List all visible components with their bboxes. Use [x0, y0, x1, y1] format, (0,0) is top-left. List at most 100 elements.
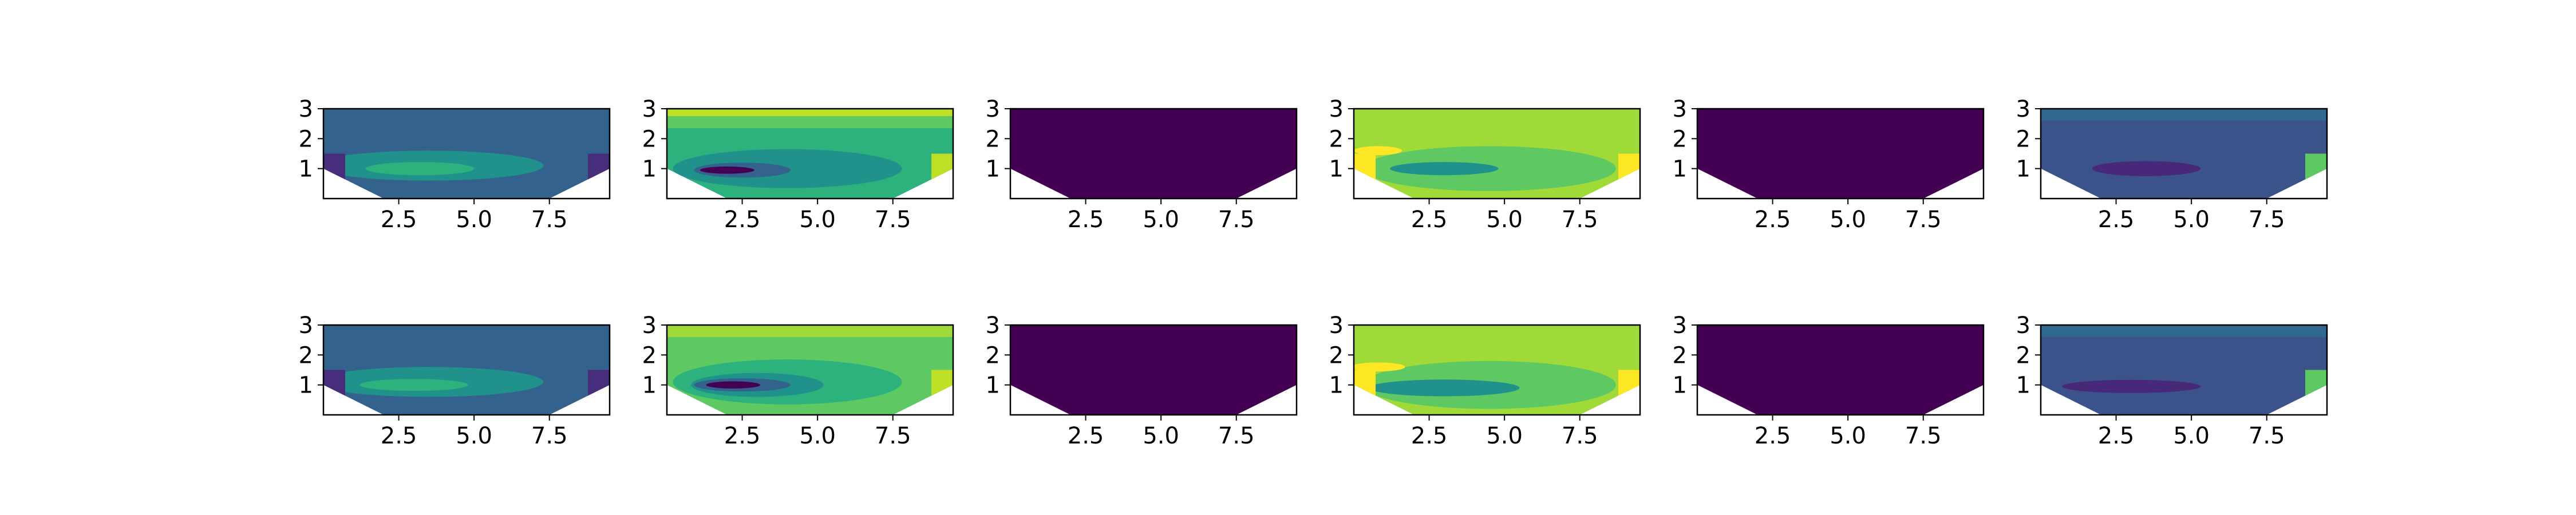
y-tick-label: 3 [642, 312, 657, 339]
x-tick-label: 7.5 [1562, 423, 1598, 449]
y-tick-label: 2 [1673, 342, 1687, 369]
x-tick-label: 5.0 [1143, 207, 1179, 233]
y-tick-label: 3 [299, 96, 313, 122]
x-tick-label: 2.5 [1068, 423, 1104, 449]
y-tick-label: 2 [299, 342, 313, 369]
x-tick-label: 5.0 [1486, 207, 1523, 233]
y-tick-label: 3 [1673, 312, 1687, 339]
contour-fill [2041, 109, 2327, 199]
y-tick-label: 1 [642, 156, 657, 183]
x-tick-label: 2.5 [2098, 423, 2135, 449]
y-tick-label: 2 [1329, 342, 1344, 369]
x-tick-label: 5.0 [1486, 423, 1523, 449]
x-tick-label: 7.5 [2249, 207, 2285, 233]
y-tick-label: 1 [1673, 156, 1687, 183]
axes-frame [666, 108, 954, 200]
subplot-r2-c4: 2.5 5.0 7.5 1 2 3 [1329, 312, 1641, 449]
contour-region [365, 162, 475, 176]
contour-fill [667, 109, 953, 199]
contour-fill [1697, 109, 1984, 199]
contour-fill [1354, 109, 1640, 199]
y-tick-label: 1 [642, 373, 657, 399]
subplot-grid: 2.5 5.0 7.5 1 2 3 2.5 5.0 7.5 1 2 3 2.5 5.0 7.5 1 2 3 2.5 5… [299, 96, 2328, 449]
contour-band [667, 109, 953, 117]
y-tick-label: 3 [1673, 96, 1687, 122]
x-tick-label: 2.5 [2098, 207, 2135, 233]
contour-fill [323, 109, 610, 199]
y-tick-label: 3 [299, 312, 313, 339]
y-tick-label: 3 [1329, 96, 1344, 122]
contour-level-background [2041, 325, 2327, 415]
x-tick-label: 2.5 [1755, 423, 1791, 449]
axes-frame [2040, 324, 2328, 416]
contour-region [700, 167, 754, 174]
x-tick-label: 5.0 [1830, 423, 1866, 449]
y-tick-label: 2 [299, 126, 313, 152]
contour-level-background [1010, 325, 1297, 415]
subplot-r1-c6: 2.5 5.0 7.5 1 2 3 [2016, 96, 2328, 233]
axes-frame [2040, 108, 2328, 200]
contour-band [667, 325, 953, 337]
y-tick-label: 2 [2016, 342, 2030, 369]
contour-level-background [1010, 109, 1297, 199]
y-tick-label: 1 [2016, 373, 2030, 399]
subplot-r1-c3: 2.5 5.0 7.5 1 2 3 [986, 96, 1298, 233]
x-tick-label: 2.5 [1068, 207, 1104, 233]
contour-region [2061, 379, 2200, 393]
x-tick-label: 2.5 [1755, 207, 1791, 233]
x-tick-label: 5.0 [1143, 423, 1179, 449]
x-tick-label: 7.5 [2249, 423, 2285, 449]
y-tick-label: 2 [1329, 126, 1344, 152]
contour-fill [1010, 325, 1297, 415]
contour-fill [1354, 325, 1640, 415]
subplot-r1-c5: 2.5 5.0 7.5 1 2 3 [1673, 96, 1985, 233]
contour-region [2092, 161, 2200, 176]
axes-frame [666, 324, 954, 416]
contour-region [1369, 379, 1520, 397]
subplot-r2-c5: 2.5 5.0 7.5 1 2 3 [1673, 312, 1985, 449]
contour-fill [667, 325, 953, 415]
y-tick-label: 2 [1673, 126, 1687, 152]
x-tick-label: 2.5 [381, 207, 417, 233]
x-tick-label: 5.0 [799, 207, 836, 233]
axes-frame [1696, 108, 1985, 200]
y-tick-label: 1 [2016, 156, 2030, 183]
contour-region [706, 381, 761, 389]
y-tick-label: 2 [986, 342, 1000, 369]
x-tick-label: 5.0 [1830, 207, 1866, 233]
axes-frame [322, 324, 611, 416]
contour-fill [323, 325, 610, 415]
x-tick-label: 7.5 [531, 207, 568, 233]
x-tick-label: 7.5 [1905, 423, 1942, 449]
x-tick-label: 5.0 [456, 207, 492, 233]
contour-band [2041, 109, 2327, 121]
contour-band [2041, 325, 2327, 337]
contour-level-background [1697, 109, 1984, 199]
axes-frame [1009, 108, 1298, 200]
y-tick-label: 2 [642, 126, 657, 152]
contour-fill [2041, 325, 2327, 415]
y-tick-label: 3 [986, 96, 1000, 122]
axes-frame [1353, 324, 1641, 416]
y-tick-label: 3 [986, 312, 1000, 339]
x-tick-label: 5.0 [2173, 423, 2210, 449]
y-tick-label: 3 [1329, 312, 1344, 339]
y-tick-label: 1 [1329, 373, 1344, 399]
x-tick-label: 7.5 [1218, 423, 1255, 449]
contour-region [1390, 162, 1499, 176]
contour-level-background [1697, 325, 1984, 415]
y-tick-label: 3 [2016, 312, 2030, 339]
x-tick-label: 2.5 [724, 207, 761, 233]
y-tick-label: 2 [2016, 126, 2030, 152]
subplot-r2-c2: 2.5 5.0 7.5 1 2 3 [642, 312, 954, 449]
y-tick-label: 2 [986, 126, 1000, 152]
y-tick-label: 1 [986, 156, 1000, 183]
x-tick-label: 5.0 [799, 423, 836, 449]
x-tick-label: 7.5 [531, 423, 568, 449]
x-tick-label: 2.5 [1411, 423, 1448, 449]
x-tick-label: 7.5 [1905, 207, 1942, 233]
contour-fill [1697, 325, 1984, 415]
x-tick-label: 5.0 [2173, 207, 2210, 233]
